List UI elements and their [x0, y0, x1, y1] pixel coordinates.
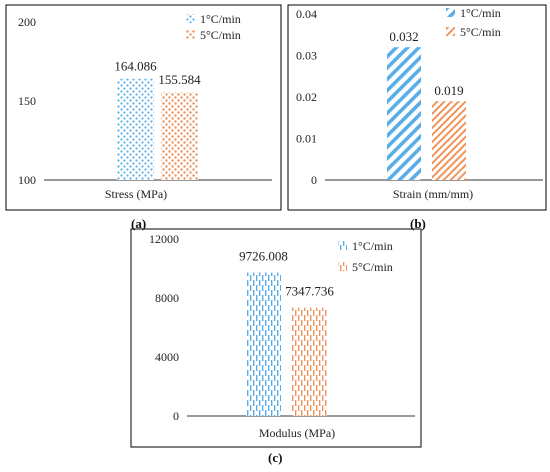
bar-1 — [246, 272, 281, 416]
y-tick-label: 0 — [173, 409, 179, 423]
y-tick-label: 8000 — [155, 291, 179, 305]
legend-label: 1°C/min — [352, 239, 393, 253]
chart-frame — [5, 4, 282, 211]
y-tick-label: 0.01 — [296, 132, 317, 146]
legend-swatch-1 — [186, 14, 195, 23]
y-tick-label: 100 — [18, 173, 36, 187]
legend-label: 5°C/min — [352, 260, 393, 274]
x-axis-label: Stress (MPa) — [105, 187, 167, 201]
legend-label: 5°C/min — [460, 25, 501, 39]
legend-label: 5°C/min — [200, 28, 241, 42]
legend-swatch-2 — [338, 262, 347, 271]
data-label: 164.086 — [114, 59, 157, 74]
y-tick-label: 150 — [18, 94, 36, 108]
data-label: 0.032 — [389, 29, 418, 44]
panel-label-b: (b) — [410, 216, 426, 231]
bar-2 — [161, 92, 198, 180]
y-tick-label: 0 — [311, 173, 317, 187]
data-label: 9726.008 — [239, 249, 288, 264]
bar-2 — [292, 307, 327, 416]
bar-2 — [432, 101, 466, 180]
y-tick-label: 200 — [18, 15, 36, 29]
data-label: 0.019 — [434, 83, 463, 98]
y-tick-label: 0.03 — [296, 49, 317, 63]
panel-label-a: (a) — [131, 216, 147, 231]
legend-swatch-2 — [446, 27, 455, 36]
y-tick-label: 4000 — [155, 350, 179, 364]
y-tick-label: 0.04 — [296, 7, 317, 21]
x-axis-label: Strain (mm/mm) — [393, 187, 473, 201]
panel-label-c: (c) — [268, 450, 283, 465]
legend-label: 1°C/min — [200, 12, 241, 26]
legend-swatch-1 — [338, 241, 347, 250]
data-label: 7347.736 — [285, 284, 334, 299]
bar-1 — [387, 47, 421, 181]
data-label: 155.584 — [158, 72, 201, 87]
y-tick-label: 0.02 — [296, 90, 317, 104]
legend-swatch-1 — [446, 8, 455, 17]
x-axis-label: Modulus (MPa) — [259, 426, 335, 440]
chart-frame — [130, 228, 422, 448]
chart-frame — [287, 4, 547, 211]
legend-label: 1°C/min — [460, 6, 501, 20]
bar-1 — [117, 78, 154, 180]
legend-swatch-2 — [186, 30, 195, 39]
y-tick-label: 12000 — [149, 232, 179, 246]
